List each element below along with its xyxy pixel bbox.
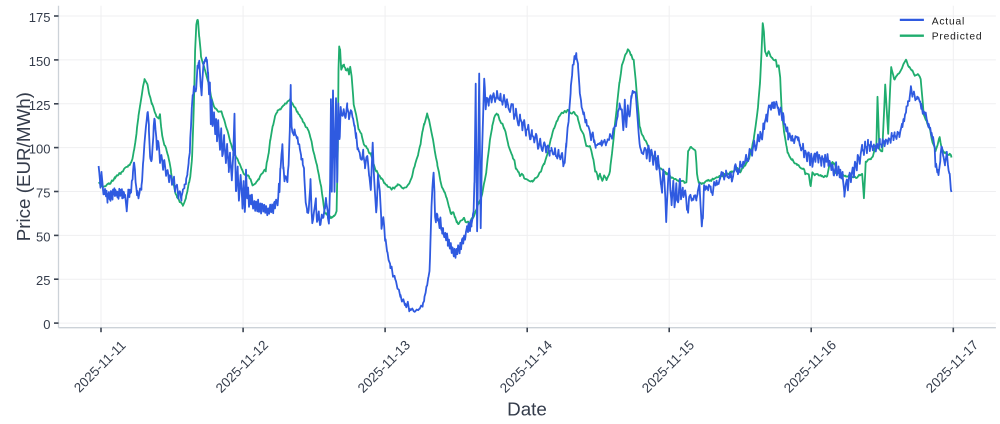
svg-text:75: 75	[36, 186, 50, 201]
svg-text:125: 125	[29, 98, 51, 113]
svg-text:Price (EUR/MWh): Price (EUR/MWh)	[13, 92, 34, 241]
svg-text:25: 25	[36, 273, 50, 288]
svg-text:150: 150	[29, 54, 51, 69]
svg-text:Predicted: Predicted	[932, 32, 983, 43]
svg-text:100: 100	[29, 142, 51, 157]
svg-text:0: 0	[43, 317, 50, 332]
svg-text:Date: Date	[507, 398, 547, 419]
svg-text:175: 175	[29, 10, 51, 25]
svg-text:Actual: Actual	[932, 16, 965, 27]
svg-text:50: 50	[36, 229, 50, 244]
